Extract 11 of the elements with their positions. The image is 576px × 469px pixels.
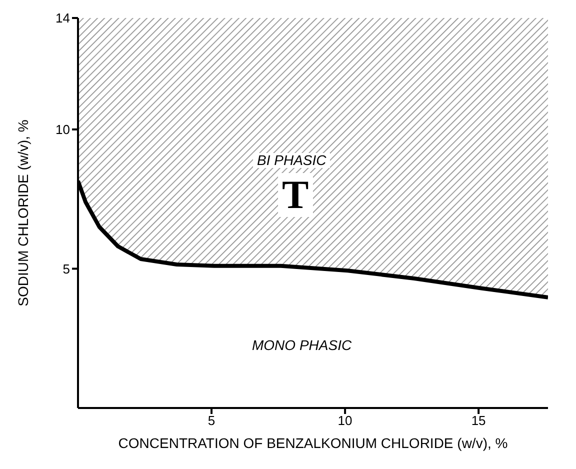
y-tick-label: 5 [62, 261, 70, 276]
x-tick-label: 5 [208, 413, 216, 428]
annotation: T [278, 172, 313, 217]
y-tick-label: 14 [56, 10, 70, 26]
x-tick-label: 15 [471, 413, 486, 428]
x-tick-label: 10 [338, 413, 352, 428]
annotation: MONO PHASIC [251, 337, 353, 354]
y-tick-label: 10 [56, 122, 70, 138]
annotation: BI PHASIC [253, 152, 330, 168]
x-axis-title: CONCENTRATION OF BENZALKONIUM CHLORIDE (w/v), % [118, 435, 508, 451]
y-axis-title: SODIUM CHLORIDE (w/v), % [14, 120, 31, 306]
